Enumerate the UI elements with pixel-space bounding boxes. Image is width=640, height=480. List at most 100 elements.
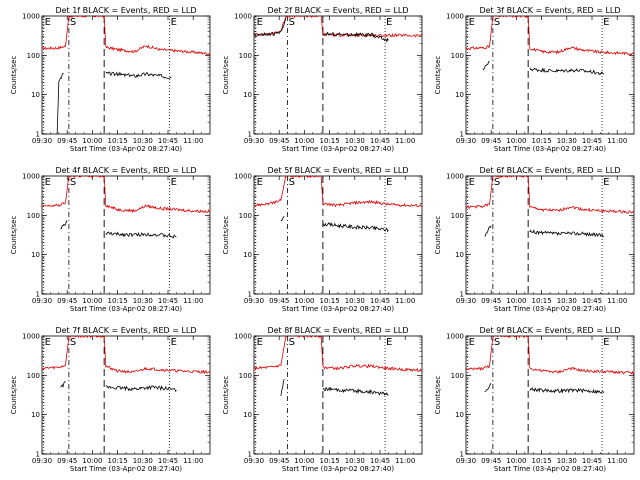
x-tick-label: 09:30 — [244, 137, 264, 145]
lld-series-line — [42, 16, 210, 56]
events-series-line — [529, 386, 605, 395]
marker-label-e: E — [386, 17, 392, 28]
x-tick-label: 10:15 — [532, 137, 552, 145]
x-axis-label: Start Time (03-Apr-02 08:27:40) — [494, 465, 606, 473]
marker-label-s: S — [289, 17, 295, 28]
y-tick-label: 1 — [248, 131, 252, 139]
x-tick-label: 09:30 — [32, 457, 52, 465]
events-series-line — [254, 17, 287, 37]
plot-frame — [465, 175, 635, 295]
y-tick-label: 1 — [460, 451, 464, 459]
marker-label-e: E — [45, 17, 51, 28]
marker-label-e: E — [386, 177, 392, 188]
x-tick-label: 10:45 — [158, 137, 178, 145]
events-series-line — [322, 222, 389, 233]
panel-data — [466, 16, 634, 76]
y-tick-label: 1 — [36, 451, 40, 459]
x-tick-label: 10:00 — [506, 137, 526, 145]
x-tick-label: 10:15 — [320, 137, 340, 145]
lld-series-line — [42, 176, 210, 214]
x-tick-label: 10:00 — [294, 137, 314, 145]
x-tick-label: 10:45 — [158, 297, 178, 305]
x-tick-label: 09:45 — [57, 457, 77, 465]
x-tick-label: 09:45 — [269, 457, 289, 465]
marker-label-e: E — [171, 17, 177, 28]
x-tick-label: 09:30 — [456, 457, 476, 465]
x-tick-label: 11:00 — [183, 457, 203, 465]
y-tick-label: 1 — [460, 131, 464, 139]
x-tick-label: 10:45 — [370, 457, 390, 465]
y-axis-label: Counts/sec — [222, 216, 230, 255]
x-axis-label: Start Time (03-Apr-02 08:27:40) — [494, 305, 606, 313]
panel-title: Det 2f BLACK = Events, RED = LLD — [267, 6, 408, 15]
panel-title: Det 7f BLACK = Events, RED = LLD — [55, 326, 196, 335]
lld-series-line — [42, 336, 210, 375]
marker-label-s: S — [70, 17, 76, 28]
y-tick-label: 1000 — [234, 13, 252, 21]
panel-title: Det 9f BLACK = Events, RED = LLD — [479, 326, 620, 335]
y-axis-label: Counts/sec — [222, 56, 230, 95]
y-tick-label: 100 — [27, 372, 40, 380]
marker-label-e: E — [257, 177, 263, 188]
x-tick-label: 10:15 — [108, 297, 128, 305]
y-tick-label: 100 — [27, 52, 40, 60]
y-tick-label: 1000 — [22, 13, 40, 21]
lld-series-line — [466, 176, 634, 214]
y-tick-label: 100 — [451, 52, 464, 60]
x-tick-label: 10:30 — [345, 297, 365, 305]
x-axis-label: Start Time (03-Apr-02 08:27:40) — [282, 305, 394, 313]
y-tick-label: 1 — [36, 131, 40, 139]
y-axis-label: Counts/sec — [222, 376, 230, 415]
x-axis-label: Start Time (03-Apr-02 08:27:40) — [70, 305, 182, 313]
lld-series-line — [466, 16, 634, 56]
x-tick-label: 09:45 — [481, 457, 501, 465]
panel-data — [254, 176, 422, 233]
panel-title: Det 8f BLACK = Events, RED = LLD — [267, 326, 408, 335]
panel-data — [42, 336, 210, 392]
lld-series-line — [254, 336, 422, 372]
x-tick-label: 09:45 — [269, 137, 289, 145]
plot-frame — [253, 335, 423, 455]
y-tick-label: 1000 — [22, 173, 40, 181]
x-axis-label: Start Time (03-Apr-02 08:27:40) — [282, 465, 394, 473]
panel-title: Det 5f BLACK = Events, RED = LLD — [267, 166, 408, 175]
x-tick-label: 11:00 — [395, 457, 415, 465]
x-tick-label: 09:45 — [57, 297, 77, 305]
x-tick-label: 11:00 — [607, 297, 627, 305]
marker-label-e: E — [45, 177, 51, 188]
y-tick-label: 1000 — [446, 333, 464, 341]
x-tick-label: 10:30 — [557, 457, 577, 465]
x-axis-label: Start Time (03-Apr-02 08:27:40) — [70, 465, 182, 473]
x-tick-label: 09:30 — [32, 297, 52, 305]
marker-label-e: E — [171, 177, 177, 188]
y-tick-label: 10 — [455, 91, 464, 99]
x-tick-label: 09:30 — [244, 297, 264, 305]
x-tick-label: 09:30 — [456, 297, 476, 305]
x-tick-label: 09:45 — [57, 137, 77, 145]
y-tick-label: 1000 — [234, 173, 252, 181]
lld-series-line — [466, 336, 634, 376]
x-axis-label: Start Time (03-Apr-02 08:27:40) — [494, 145, 606, 153]
panel-data — [466, 336, 634, 395]
x-tick-label: 11:00 — [607, 137, 627, 145]
y-tick-label: 10 — [243, 91, 252, 99]
y-tick-label: 1 — [36, 291, 40, 299]
panel-data — [254, 16, 422, 44]
panel-title: Det 6f BLACK = Events, RED = LLD — [479, 166, 620, 175]
events-series-line — [322, 31, 389, 44]
x-tick-label: 11:00 — [395, 297, 415, 305]
marker-label-s: S — [70, 177, 76, 188]
marker-label-e: E — [257, 17, 263, 28]
marker-label-s: S — [494, 177, 500, 188]
marker-label-e: E — [469, 337, 475, 348]
panel-1: Det 1f BLACK = Events, RED = LLD 1 10 100 10… — [10, 6, 211, 153]
x-tick-label: 09:30 — [244, 457, 264, 465]
x-tick-label: 10:00 — [82, 297, 102, 305]
marker-label-s: S — [494, 337, 500, 348]
x-tick-label: 10:15 — [532, 457, 552, 465]
x-tick-label: 10:45 — [370, 297, 390, 305]
marker-label-e: E — [469, 17, 475, 28]
marker-label-e: E — [603, 17, 609, 28]
x-tick-label: 09:45 — [269, 297, 289, 305]
